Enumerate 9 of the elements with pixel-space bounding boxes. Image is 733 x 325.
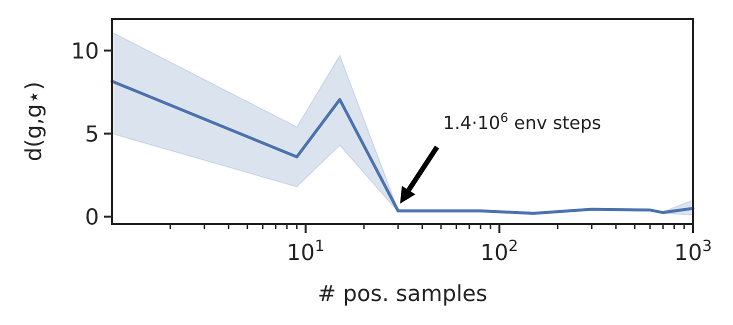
y-tick-label: 10 xyxy=(71,40,99,65)
x-tick-label: 10$^{2}$ xyxy=(480,237,518,266)
x-tick-label: 10$^{1}$ xyxy=(286,237,325,266)
x-axis-title: # pos. samples xyxy=(318,282,488,307)
annotation: 1.4·10$^{6}$ env steps xyxy=(443,110,602,134)
x-tick-label: 10$^{3}$ xyxy=(674,237,712,266)
y-tick-label: 5 xyxy=(85,122,99,148)
y-tick-label: 0 xyxy=(85,206,99,231)
y-axis-title: d(g,g⋆) xyxy=(22,82,47,162)
